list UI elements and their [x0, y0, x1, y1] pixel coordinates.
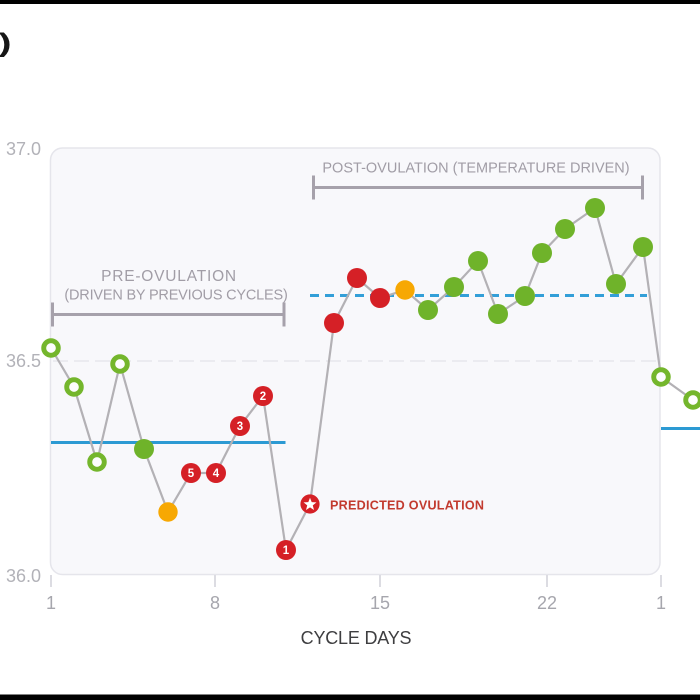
svg-text:8: 8: [210, 593, 220, 613]
svg-text:): ): [0, 29, 11, 58]
svg-text:2: 2: [260, 391, 266, 403]
svg-text:1: 1: [656, 593, 666, 613]
svg-text:CYCLE DAYS: CYCLE DAYS: [301, 628, 412, 648]
svg-text:PREDICTED OVULATION: PREDICTED OVULATION: [330, 499, 484, 513]
svg-text:15: 15: [370, 593, 390, 613]
svg-text:36.5: 36.5: [6, 351, 41, 371]
svg-text:1: 1: [46, 593, 56, 613]
svg-text:37.0: 37.0: [6, 139, 41, 159]
svg-text:22: 22: [537, 593, 557, 613]
svg-text:1: 1: [283, 545, 290, 557]
svg-text:36.0: 36.0: [6, 566, 41, 586]
svg-text:POST-OVULATION (TEMPERATURE DR: POST-OVULATION (TEMPERATURE DRIVEN): [322, 161, 629, 177]
svg-text:(DRIVEN BY PREVIOUS CYCLES): (DRIVEN BY PREVIOUS CYCLES): [64, 288, 287, 304]
svg-text:PRE-OVULATION: PRE-OVULATION: [101, 268, 237, 285]
svg-text:4: 4: [213, 468, 220, 480]
svg-text:3: 3: [237, 421, 243, 433]
svg-text:5: 5: [188, 468, 195, 480]
